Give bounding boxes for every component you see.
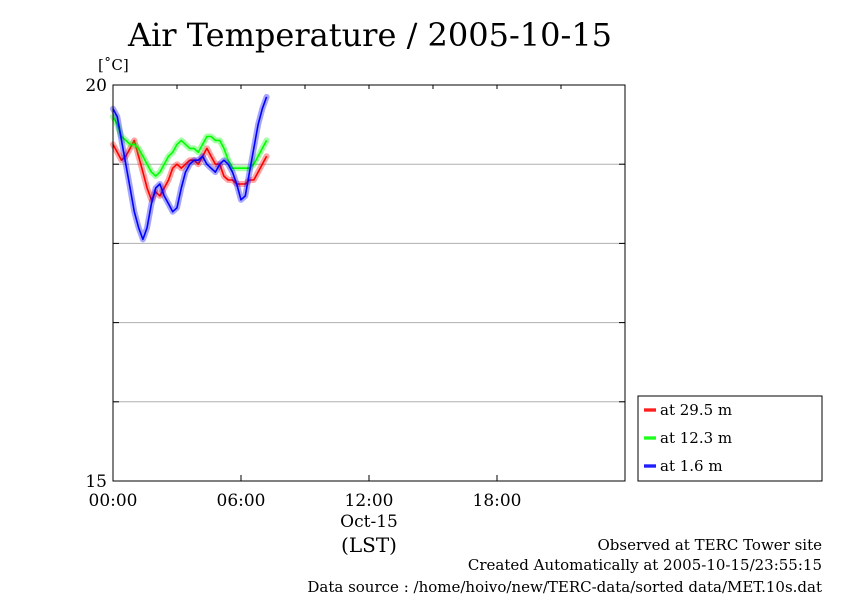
chart-title: Air Temperature / 2005-10-15 [127,16,612,54]
legend: at 29.5 m at 12.3 m at 1.6 m [637,395,823,482]
x-tick-label: 00:00 [89,491,138,511]
x-tick-label: 06:00 [217,491,266,511]
series-line-1 [112,116,268,177]
axis-ticks [112,84,626,482]
legend-label: at 12.3 m [660,429,732,447]
series-lines [110,93,270,243]
legend-box [637,395,823,482]
legend-label: at 1.6 m [660,457,723,475]
footer-created: Created Automatically at 2005-10-15/23:5… [468,556,822,574]
footer-observed: Observed at TERC Tower site [597,536,822,554]
series-line-2 [112,96,268,241]
x-tick-labels: 00:00 06:00 12:00 18:00 [89,491,522,511]
series-line-0 [112,139,268,201]
y-tick-label: 15 [85,472,107,492]
y-tick-label: 20 [85,76,107,96]
y-axis-unit-label: [˚C] [98,56,129,74]
x-unit-label: (LST) [341,533,397,557]
footer-source: Data source : /home/hoivo/new/TERC-data/… [307,578,822,595]
x-tick-label: 18:00 [473,491,522,511]
x-date-label: Oct-15 [340,512,398,532]
legend-label: at 29.5 m [660,401,732,419]
x-tick-label: 12:00 [345,491,394,511]
